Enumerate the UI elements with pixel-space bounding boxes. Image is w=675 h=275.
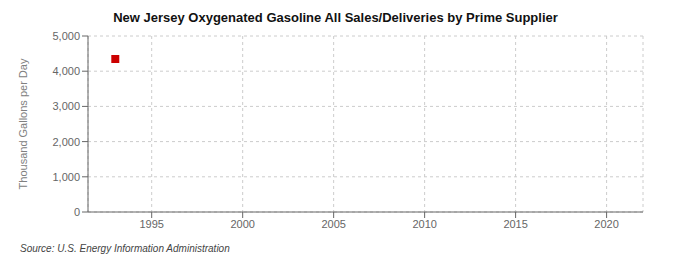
svg-text:2,000: 2,000 (52, 136, 80, 148)
svg-text:Thousand Gallons per Day: Thousand Gallons per Day (17, 58, 29, 189)
svg-text:1995: 1995 (139, 218, 163, 230)
svg-text:2010: 2010 (412, 218, 436, 230)
svg-text:3,000: 3,000 (52, 100, 80, 112)
svg-text:1,000: 1,000 (52, 171, 80, 183)
svg-text:4,000: 4,000 (52, 65, 80, 77)
svg-text:0: 0 (74, 206, 80, 218)
svg-text:2020: 2020 (594, 218, 618, 230)
svg-text:2000: 2000 (230, 218, 254, 230)
svg-text:2005: 2005 (321, 218, 345, 230)
svg-text:5,000: 5,000 (52, 30, 80, 42)
html-text:Source: U.S. Energy Informatio: Source: U.S. Energy Information Administ… (20, 243, 230, 254)
html-text:New Jersey Oxygenated Gasoline: New Jersey Oxygenated Gasoline All Sales… (113, 10, 558, 25)
svg-text:2015: 2015 (503, 218, 527, 230)
